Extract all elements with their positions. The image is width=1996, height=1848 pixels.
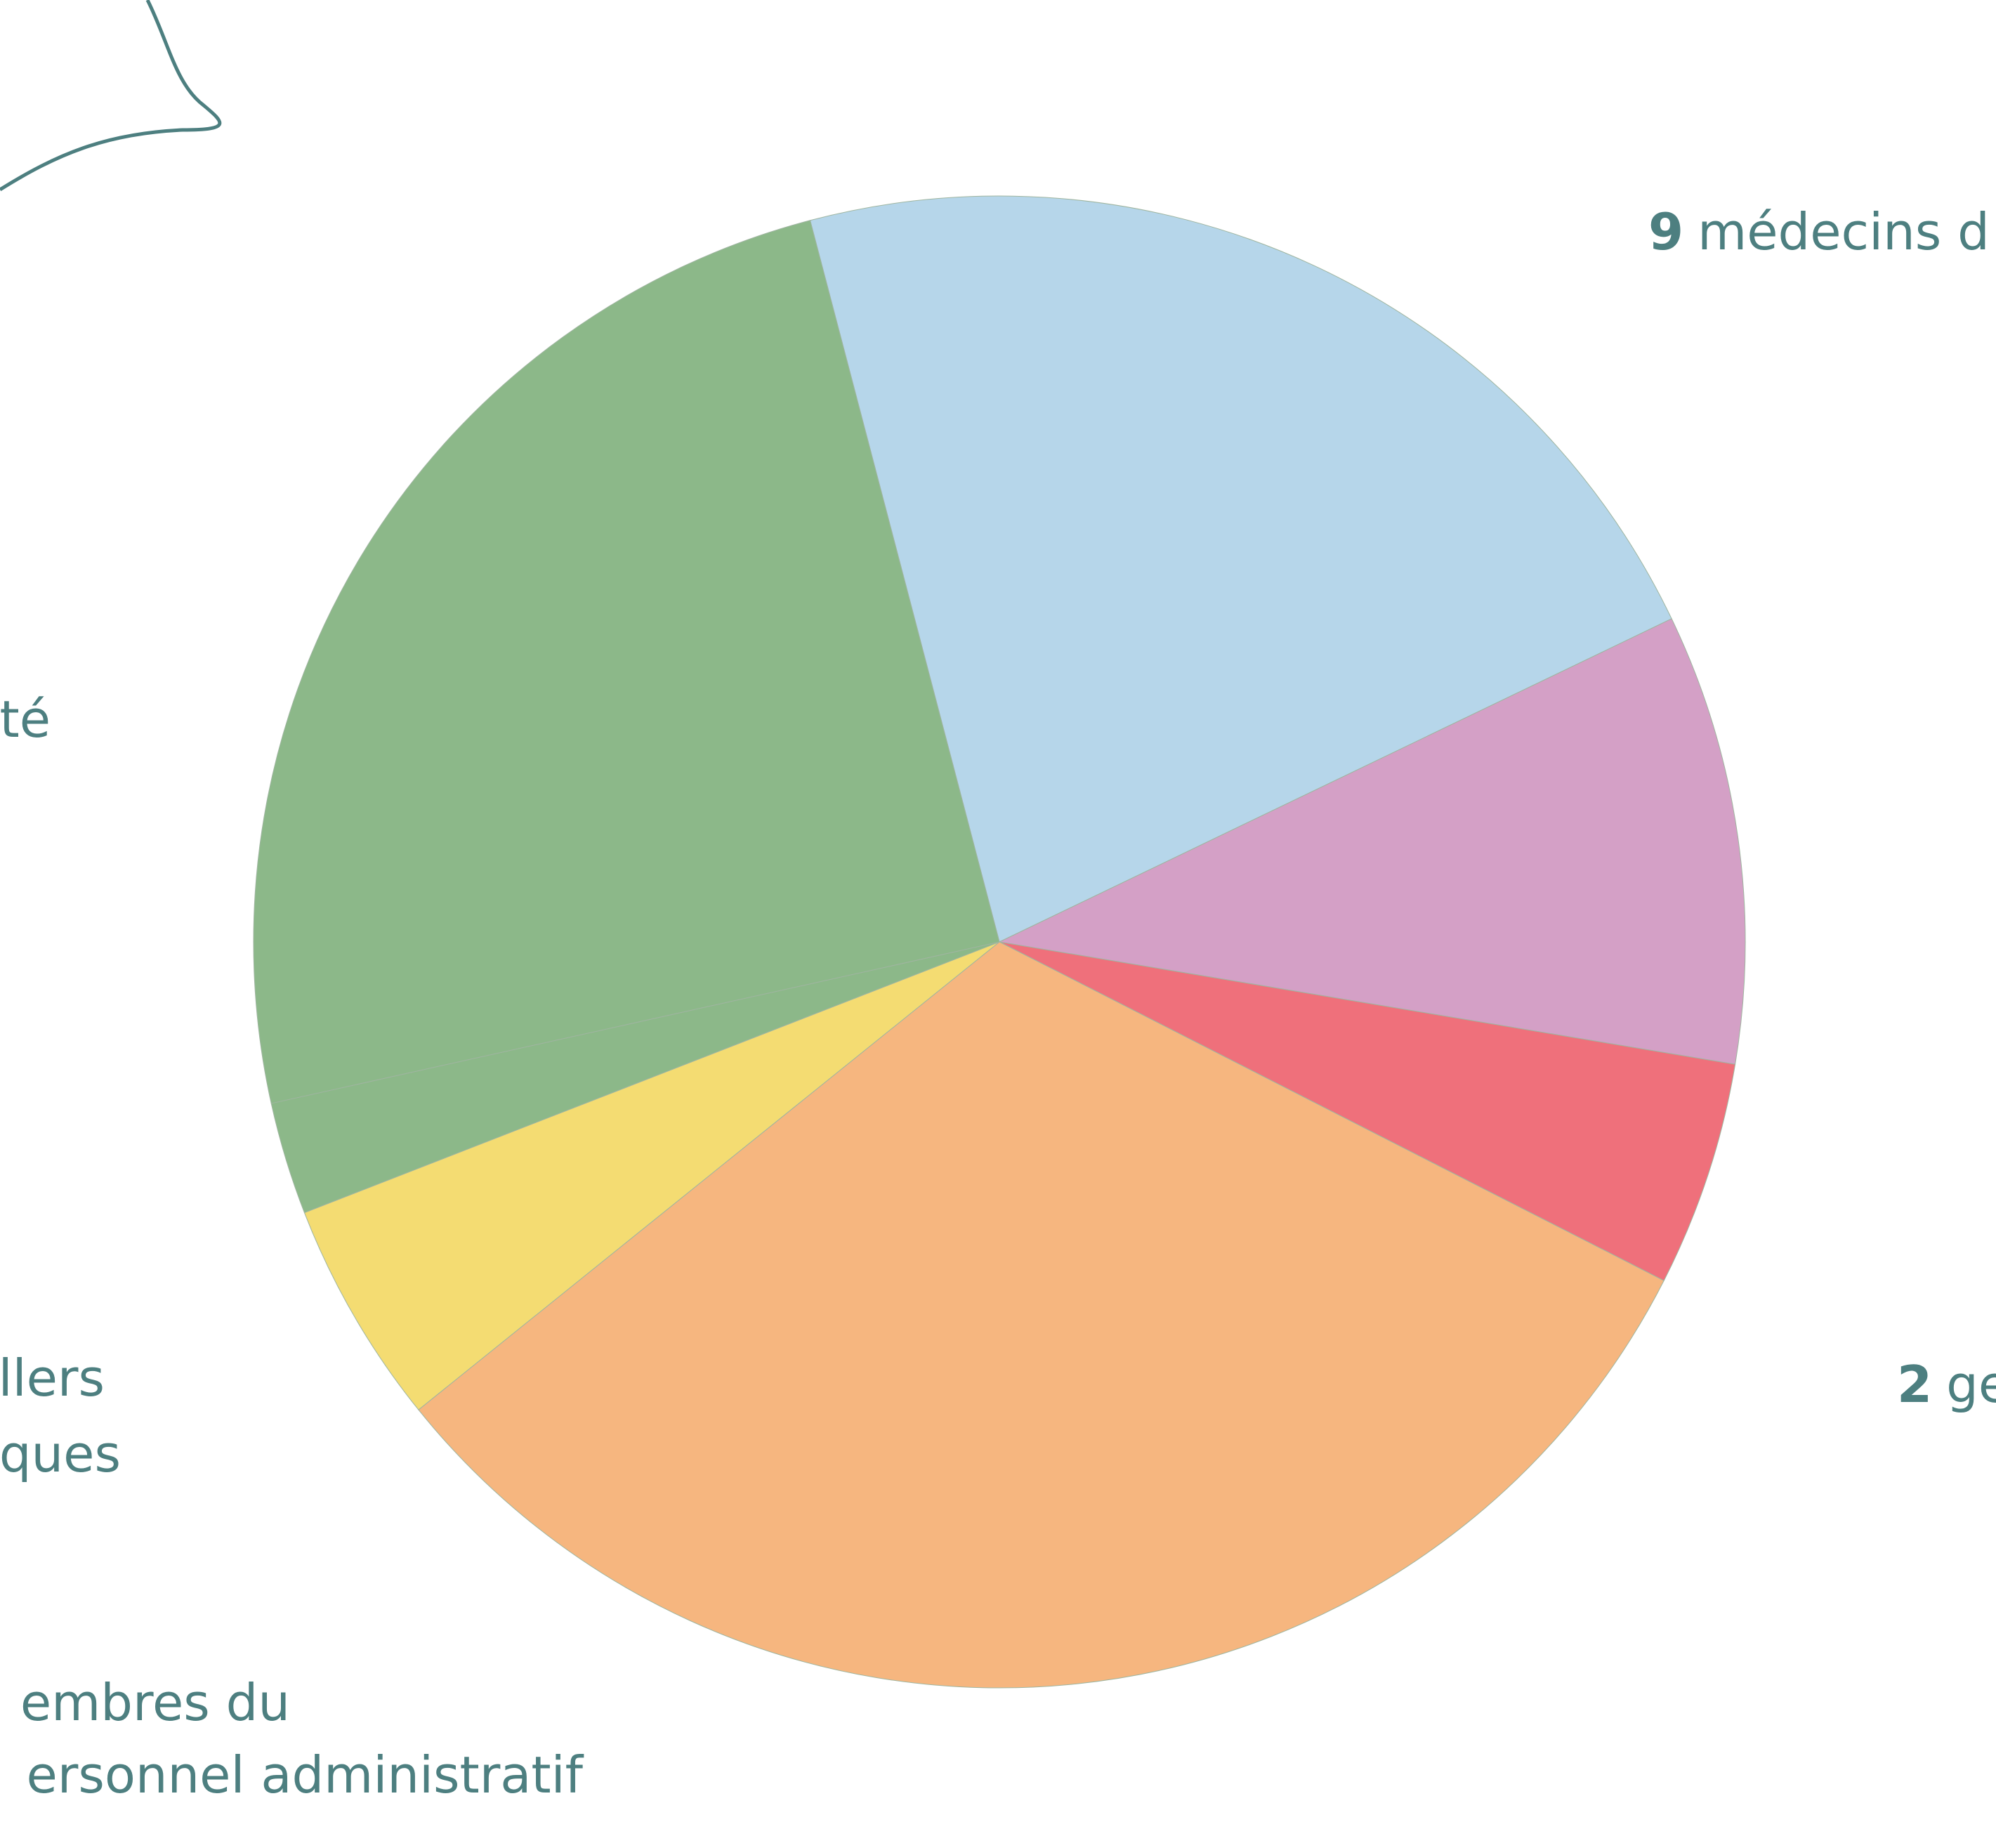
slice-value: 2 [1897,1355,1932,1414]
chart: 9 médecins d 2ge embres du ersonnel administ… [0,0,1996,1848]
slice-label-text: ques [0,1424,121,1483]
slice-label-text: ge [1946,1355,1996,1414]
slice-label: ques [0,1424,121,1483]
page: 9 médecins d 2ge embres du ersonnel administ… [0,0,1996,1848]
slice-label: llers [0,1349,105,1408]
slice-label: ersonnel administratif [26,1745,584,1804]
slice-label-text: embres du [20,1673,290,1732]
slice-label: 9 médecins d [1648,202,1990,261]
slice-label: embres du [20,1673,290,1732]
decorative-line [0,0,220,190]
slice-label: té [0,690,51,749]
slice-label-text: té [0,690,51,749]
slice-label-text: ersonnel administratif [26,1745,584,1804]
slice-value: 9 [1648,202,1683,261]
slice-label-text: llers [0,1349,105,1408]
slice-label-text: médecins d [1698,202,1990,261]
pie [254,196,1745,1688]
